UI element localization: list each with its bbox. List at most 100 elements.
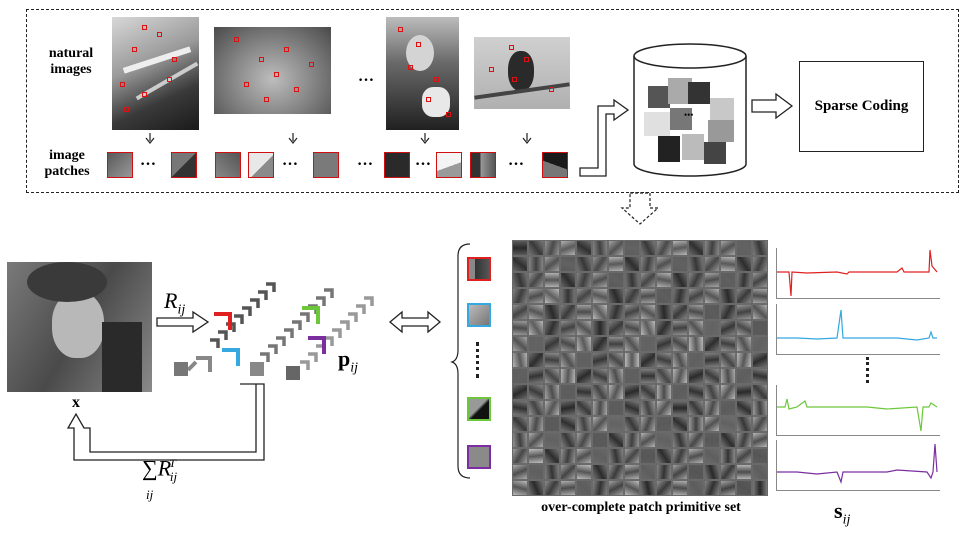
dictionary-atom bbox=[641, 481, 655, 495]
input-image-x bbox=[7, 262, 152, 392]
dictionary-atom bbox=[737, 353, 751, 367]
dictionary-atom bbox=[689, 465, 703, 479]
dictionary-atom bbox=[529, 353, 543, 367]
dictionary-atom bbox=[609, 369, 623, 383]
dictionary-atom bbox=[689, 257, 703, 271]
dictionary-atom bbox=[513, 273, 527, 287]
dictionary-atom bbox=[641, 353, 655, 367]
dictionary-atom bbox=[673, 449, 687, 463]
dictionary-atom bbox=[561, 369, 575, 383]
dictionary-atom bbox=[657, 321, 671, 335]
dictionary-atom bbox=[577, 401, 591, 415]
green-patch bbox=[302, 306, 320, 324]
natural-image-bridge bbox=[112, 17, 199, 130]
dictionary-atom bbox=[593, 401, 607, 415]
dictionary-atom bbox=[545, 385, 559, 399]
dictionary-atom bbox=[545, 257, 559, 271]
dictionary-atom bbox=[577, 465, 591, 479]
dictionary-atom bbox=[673, 353, 687, 367]
dictionary-atom bbox=[513, 385, 527, 399]
dictionary-atom bbox=[513, 417, 527, 431]
dictionary-atom bbox=[625, 353, 639, 367]
dictionary-atom bbox=[673, 385, 687, 399]
dictionary-atom bbox=[625, 385, 639, 399]
x-label: x bbox=[72, 394, 80, 411]
dictionary-atom bbox=[625, 369, 639, 383]
dictionary-atom bbox=[529, 241, 543, 255]
dictionary-atom bbox=[705, 417, 719, 431]
dictionary-atom bbox=[737, 465, 751, 479]
dictionary-atom bbox=[753, 321, 767, 335]
dictionary-atom bbox=[625, 241, 639, 255]
patch-ellipsis-3: … bbox=[357, 152, 373, 169]
dictionary-atom bbox=[737, 305, 751, 319]
key-patch-blue bbox=[467, 303, 491, 327]
dictionary-atom bbox=[641, 449, 655, 463]
dictionary-atom bbox=[753, 481, 767, 495]
dictionary-atom bbox=[753, 305, 767, 319]
dictionary-atom bbox=[513, 241, 527, 255]
dictionary-atom bbox=[721, 305, 735, 319]
patch-4 bbox=[248, 152, 274, 178]
dictionary-atom bbox=[593, 257, 607, 271]
dictionary-atom bbox=[593, 337, 607, 351]
dictionary-atom bbox=[625, 401, 639, 415]
dictionary-atom bbox=[545, 465, 559, 479]
patch-ellipsis-2: … bbox=[282, 152, 298, 169]
dictionary-atom bbox=[721, 369, 735, 383]
dictionary-atom bbox=[689, 385, 703, 399]
dictionary-atom bbox=[593, 321, 607, 335]
dictionary-atom bbox=[737, 481, 751, 495]
dictionary-atom bbox=[705, 289, 719, 303]
natural-image-portrait bbox=[386, 17, 459, 130]
dictionary-atom bbox=[529, 433, 543, 447]
dictionary-atom bbox=[513, 321, 527, 335]
dictionary-atom bbox=[705, 353, 719, 367]
patch-7 bbox=[436, 152, 462, 178]
patch-brace bbox=[450, 243, 471, 479]
dictionary-atom bbox=[513, 481, 527, 495]
dictionary-atom bbox=[545, 449, 559, 463]
training-stage-frame bbox=[26, 9, 959, 193]
dictionary-atom bbox=[753, 465, 767, 479]
dictionary-atom bbox=[737, 417, 751, 431]
dictionary-atom bbox=[609, 257, 623, 271]
dictionary-atom bbox=[513, 449, 527, 463]
dictionary-atom bbox=[753, 241, 767, 255]
dictionary-atom bbox=[737, 273, 751, 287]
dictionary-atom bbox=[657, 385, 671, 399]
dictionary-atom bbox=[673, 289, 687, 303]
dictionary-atom bbox=[625, 273, 639, 287]
natural-image-bird bbox=[474, 37, 570, 109]
dictionary-atom bbox=[641, 369, 655, 383]
dictionary-atom bbox=[673, 321, 687, 335]
dictionary-atom bbox=[561, 385, 575, 399]
dictionary-atom bbox=[625, 257, 639, 271]
dictionary-atom bbox=[529, 385, 543, 399]
dictionary-atom bbox=[721, 449, 735, 463]
coefficient-plot-purple bbox=[776, 440, 940, 491]
dictionary-atom bbox=[625, 321, 639, 335]
dictionary-atom bbox=[609, 241, 623, 255]
dictionary-atom bbox=[513, 353, 527, 367]
dictionary-atom bbox=[529, 449, 543, 463]
db-to-sparse-arrow bbox=[751, 92, 794, 120]
dictionary-atom bbox=[529, 257, 543, 271]
dictionary-atom bbox=[609, 289, 623, 303]
dictionary-atom bbox=[689, 417, 703, 431]
natural-images-label: natural images bbox=[48, 46, 94, 77]
dictionary-atom bbox=[561, 449, 575, 463]
dictionary-atom bbox=[689, 321, 703, 335]
patch-database-cylinder-icon: ••• bbox=[632, 42, 748, 178]
dictionary-atom bbox=[721, 241, 735, 255]
purple-patch bbox=[308, 336, 326, 354]
patches-to-db-arrow bbox=[579, 98, 630, 177]
dictionary-atom bbox=[737, 401, 751, 415]
dictionary-atom bbox=[737, 337, 751, 351]
dictionary-atom bbox=[705, 337, 719, 351]
dictionary-atom bbox=[657, 337, 671, 351]
dictionary-atom bbox=[737, 369, 751, 383]
dictionary-atom bbox=[545, 353, 559, 367]
dictionary-atom bbox=[753, 433, 767, 447]
dictionary-atom bbox=[641, 433, 655, 447]
